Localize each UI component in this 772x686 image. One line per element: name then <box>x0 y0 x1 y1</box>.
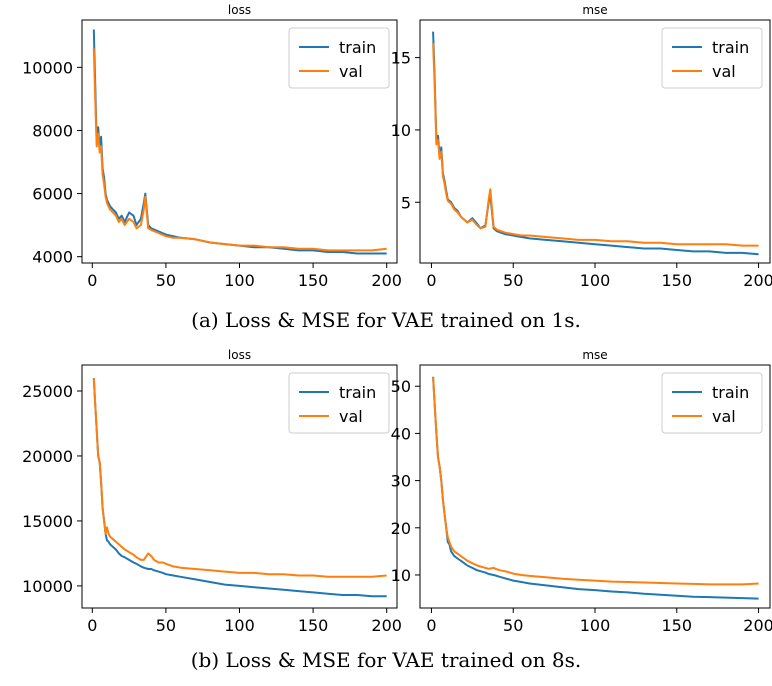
x-tick-label: 200 <box>743 616 772 635</box>
series-line-val <box>92 48 387 252</box>
y-tick-label: 10000 <box>22 58 73 77</box>
legend-label-val: val <box>712 62 736 81</box>
legend-label-train: train <box>712 38 749 57</box>
legend-box <box>288 27 390 89</box>
y-tick-label: 20 <box>391 519 411 538</box>
x-tick-label: 50 <box>156 616 176 635</box>
y-tick-label: 30 <box>391 472 411 491</box>
loss-chart-1s: loss 0 50 100 150 200 4000 6000 8000 10000 train va… <box>22 3 402 290</box>
y-tick-label: 5 <box>401 193 411 212</box>
legend-box <box>661 372 763 434</box>
y-tick-label: 40 <box>391 424 411 443</box>
loss-chart-8s: loss 0 50 100 150 200 10000 15000 20000 25000 trai… <box>22 348 402 635</box>
y-tick-label: 15 <box>391 49 411 68</box>
legend-label-train: train <box>339 38 376 57</box>
x-tick-label: 200 <box>371 271 402 290</box>
caption-b: (b) Loss & MSE for VAE trained on 8s. <box>190 648 582 672</box>
x-tick-label: 100 <box>580 271 611 290</box>
mse-chart-8s: mse 0 50 100 150 200 10 20 30 40 50 train val <box>391 348 772 635</box>
x-tick-label: 150 <box>662 271 693 290</box>
chart-title: mse <box>582 348 607 362</box>
series-line-val <box>92 377 387 578</box>
x-tick-label: 50 <box>503 271 523 290</box>
legend-label-train: train <box>712 383 749 402</box>
chart-title: loss <box>228 3 251 17</box>
y-tick-label: 8000 <box>32 121 73 140</box>
legend-box <box>661 27 763 89</box>
y-tick-label: 50 <box>391 377 411 396</box>
y-tick-label: 10000 <box>22 577 73 596</box>
legend-label-val: val <box>339 407 363 426</box>
legend-label-val: val <box>339 62 363 81</box>
x-tick-label: 200 <box>371 616 402 635</box>
y-tick-label: 10 <box>391 121 411 140</box>
y-tick-label: 15000 <box>22 512 73 531</box>
y-tick-label: 20000 <box>22 447 73 466</box>
x-tick-label: 50 <box>503 616 523 635</box>
mse-chart-1s: mse 0 50 100 150 200 5 10 15 train val <box>391 3 772 290</box>
chart-title: loss <box>228 348 251 362</box>
y-tick-label: 4000 <box>32 248 73 267</box>
x-tick-label: 0 <box>87 271 97 290</box>
series-line-val <box>432 43 759 247</box>
x-tick-label: 100 <box>224 616 255 635</box>
x-tick-label: 0 <box>87 616 97 635</box>
x-tick-label: 50 <box>156 271 176 290</box>
x-tick-label: 150 <box>298 271 329 290</box>
series-line-val <box>432 376 759 586</box>
y-tick-label: 10 <box>391 566 411 585</box>
y-tick-label: 25000 <box>22 382 73 401</box>
x-tick-label: 150 <box>662 616 693 635</box>
legend-label-val: val <box>712 407 736 426</box>
x-tick-label: 150 <box>298 616 329 635</box>
legend-box <box>288 372 390 434</box>
x-tick-label: 100 <box>224 271 255 290</box>
x-tick-label: 100 <box>580 616 611 635</box>
y-tick-label: 6000 <box>32 185 73 204</box>
x-tick-label: 200 <box>743 271 772 290</box>
chart-title: mse <box>582 3 607 17</box>
x-tick-label: 0 <box>426 616 436 635</box>
x-tick-label: 0 <box>426 271 436 290</box>
legend-label-train: train <box>339 383 376 402</box>
caption-a: (a) Loss & MSE for VAE trained on 1s. <box>191 308 581 332</box>
